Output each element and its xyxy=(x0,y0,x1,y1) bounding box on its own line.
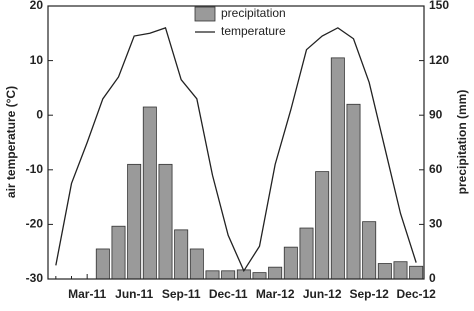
line xyxy=(55,27,417,273)
y-tick-label: 0 xyxy=(36,107,43,121)
bar xyxy=(283,246,298,280)
bar xyxy=(158,163,173,280)
x-tick-label: Jun-12 xyxy=(303,287,342,301)
bar xyxy=(330,57,345,280)
bar xyxy=(95,248,110,280)
y2-axis-label: precipitation (mm) xyxy=(455,90,469,195)
bar xyxy=(142,106,157,280)
bar xyxy=(346,103,361,280)
bar xyxy=(127,163,142,280)
bar xyxy=(174,229,189,280)
y2-tick-label: 90 xyxy=(429,107,443,121)
bar xyxy=(268,266,283,280)
y2-tick-label: 120 xyxy=(429,53,449,67)
x-tick-label: Dec-12 xyxy=(396,287,436,301)
legend-label: precipitation xyxy=(221,6,286,20)
x-tick-label: Jun-11 xyxy=(115,287,153,301)
y-tick-label: 20 xyxy=(30,0,44,12)
bar xyxy=(111,225,126,280)
y-tick-label: 10 xyxy=(30,53,44,67)
bar xyxy=(393,261,408,280)
bar xyxy=(362,221,377,280)
y-tick-label: -10 xyxy=(26,162,44,176)
x-tick-label: Mar-12 xyxy=(256,287,295,301)
x-tick-label: Sep-12 xyxy=(349,287,389,301)
x-tick-label: Dec-11 xyxy=(209,287,248,301)
bar xyxy=(315,171,330,280)
x-tick-label: Sep-11 xyxy=(162,287,201,301)
legend-swatch xyxy=(194,6,216,22)
y-tick-label: -20 xyxy=(26,217,44,231)
bar xyxy=(205,270,220,280)
y2-tick-label: 60 xyxy=(429,162,443,176)
plot-frame xyxy=(47,5,425,280)
bar xyxy=(299,227,314,280)
bar xyxy=(252,272,267,280)
legend-label: temperature xyxy=(221,24,286,38)
y2-tick-label: 0 xyxy=(429,271,436,285)
x-tick-label: Mar-11 xyxy=(68,287,106,301)
y-axis-label: air temperature (°C) xyxy=(4,86,18,198)
bar xyxy=(189,248,204,280)
bar xyxy=(377,263,392,280)
bar xyxy=(409,265,424,280)
y-tick-label: -30 xyxy=(26,271,44,285)
y2-tick-label: 150 xyxy=(429,0,449,12)
bar xyxy=(221,270,236,280)
y2-tick-label: 30 xyxy=(429,217,443,231)
